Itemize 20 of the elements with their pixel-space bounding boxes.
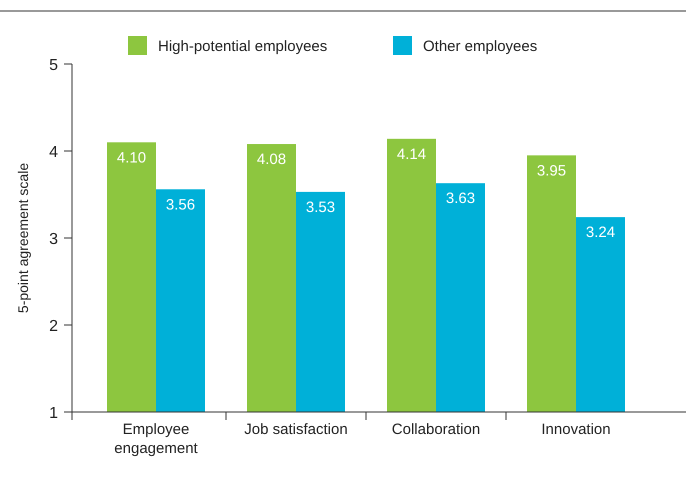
x-tick-label: Employee engagement: [114, 421, 199, 457]
data-label: 3.95: [536, 162, 566, 180]
data-label: 3.53: [306, 198, 336, 216]
legend-label: Other employees: [423, 38, 538, 55]
legend-label: High-potential employees: [158, 38, 328, 55]
data-label: 4.10: [116, 149, 146, 166]
data-label: 3.63: [446, 190, 476, 208]
x-tick-label: Innovation: [541, 421, 611, 438]
y-tick-label: 4: [49, 144, 58, 161]
y-tick-label: 1: [49, 405, 58, 422]
y-tick-label: 3: [49, 231, 58, 248]
data-label: 4.08: [256, 151, 286, 168]
data-label: 3.24: [586, 224, 616, 242]
y-axis-title: 5-point agreement scale: [15, 162, 31, 314]
data-label: 4.14: [396, 146, 426, 163]
y-tick-label: 2: [49, 318, 58, 335]
x-tick-label: Collaboration: [392, 421, 480, 438]
y-tick-label: 5: [49, 57, 58, 74]
data-label: 3.56: [166, 196, 196, 214]
x-tick-label: Job satisfaction: [244, 421, 348, 438]
